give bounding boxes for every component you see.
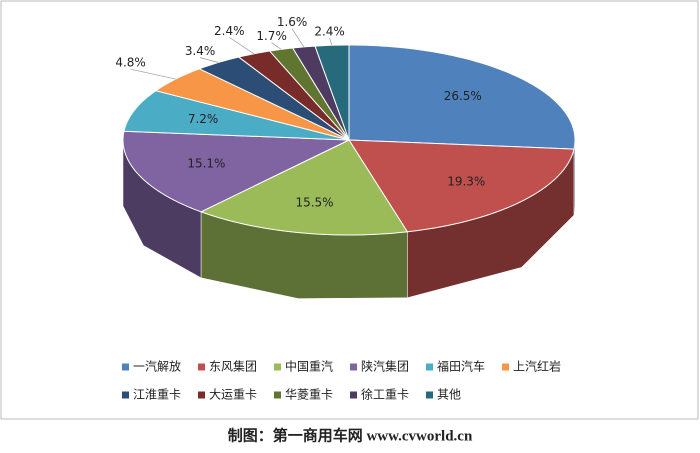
- pie-slice: [199, 139, 409, 236]
- pie-slice: [348, 44, 576, 150]
- leader-line: [229, 37, 255, 55]
- legend-swatch: [502, 363, 509, 371]
- pie-slice: [154, 68, 350, 141]
- legend-label: 徐工重卡: [361, 387, 409, 402]
- data-label: 15.1%: [187, 157, 225, 171]
- legend-label: 上汽红岩: [513, 359, 561, 374]
- leader-line: [271, 42, 282, 50]
- legend-label: 福田汽车: [437, 359, 485, 374]
- pie-slice: [198, 56, 350, 141]
- data-label: 2.4%: [214, 24, 245, 38]
- pie-slice: [237, 50, 350, 141]
- legend-label: 大运重卡: [209, 388, 257, 402]
- pie-slice: [268, 47, 350, 141]
- leader-line: [291, 28, 305, 48]
- legend-swatch: [198, 363, 205, 371]
- legend-label: 一汽解放: [133, 359, 181, 374]
- legend-label: 江淮重卡: [133, 388, 181, 402]
- legend-swatch: [350, 363, 357, 371]
- data-label: 1.6%: [277, 15, 308, 29]
- source-note: 制图：第一商用车网 www.cvworld.cn: [228, 426, 473, 444]
- pie-slice: [122, 130, 350, 213]
- legend-label: 华菱重卡: [285, 388, 333, 402]
- leader-line: [130, 68, 176, 80]
- legend-swatch: [198, 391, 205, 399]
- data-label: 3.4%: [185, 44, 216, 58]
- pie-slice: [123, 90, 350, 141]
- legend-label: 中国重汽: [285, 359, 333, 374]
- data-label: 26.5%: [444, 89, 482, 103]
- pie-slice: [348, 139, 575, 233]
- legend-swatch: [350, 391, 357, 399]
- data-label: 19.3%: [447, 174, 485, 188]
- data-label: 1.7%: [256, 29, 287, 43]
- legend-label: 东风集团: [209, 359, 257, 374]
- leader-line: [199, 57, 219, 63]
- legend-swatch: [122, 391, 129, 399]
- legend-swatch: [274, 363, 281, 371]
- legend-swatch: [122, 363, 129, 371]
- pie-slice: [291, 45, 350, 141]
- data-label: 15.5%: [295, 195, 333, 209]
- legend-swatch: [426, 363, 433, 371]
- legend-swatch: [274, 391, 281, 399]
- legend-swatch: [426, 391, 433, 399]
- legend-label: 陕汽集团: [361, 359, 409, 374]
- leader-line: [329, 37, 333, 46]
- legend-label: 其他: [437, 388, 461, 402]
- data-label: 2.4%: [314, 25, 345, 39]
- data-label: 7.2%: [188, 112, 219, 126]
- data-label: 4.8%: [115, 56, 146, 70]
